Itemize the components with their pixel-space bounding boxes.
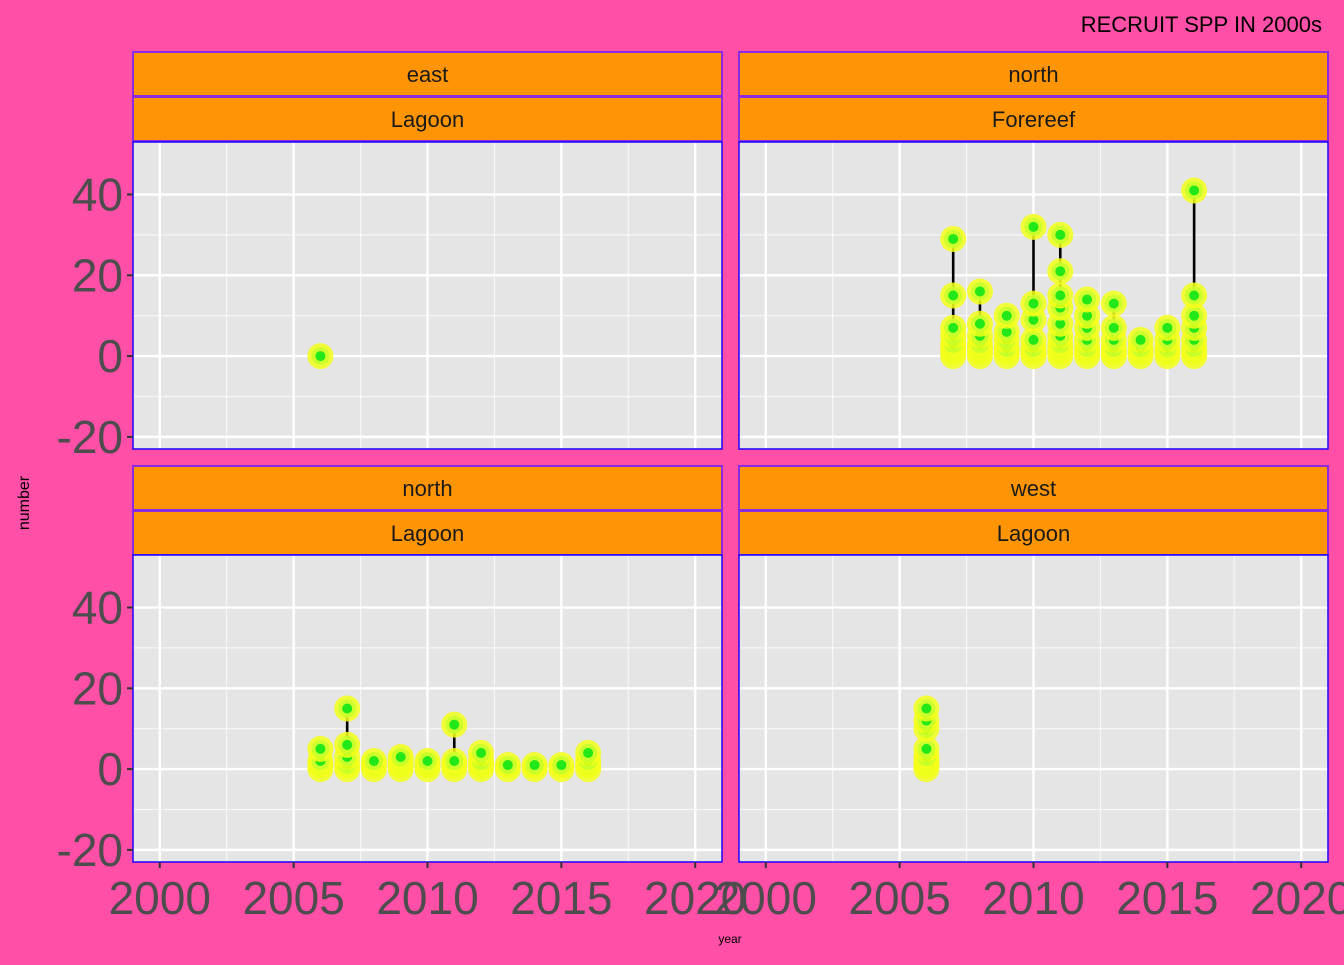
facet-strip-label: Lagoon [997,521,1070,546]
data-point [449,756,460,767]
data-point [315,351,326,362]
facet-panel: west Lagoon 2000 2005 2010 2015 2020 [715,465,1344,924]
y-tick-label: -20 [57,411,123,463]
panels-layer: east Lagoon -20 0 20 40 north Forereef north Lago… [57,51,1344,924]
data-point [948,322,959,333]
data-point [1108,298,1119,309]
facet-panel: east Lagoon -20 0 20 40 [57,51,723,463]
data-point [502,760,513,771]
y-tick-label: 0 [97,330,123,382]
data-point [921,703,932,714]
y-tick-label: 20 [72,249,123,301]
data-point [1189,290,1200,301]
x-tick-label: 2020 [644,872,746,924]
x-tick-label: 2020 [1250,872,1344,924]
data-point [1189,185,1200,196]
data-point [1108,322,1119,333]
facet-strip [738,51,1329,97]
data-point [1055,318,1066,329]
facet-strip [738,96,1329,142]
y-tick-label: -20 [57,824,123,876]
facet-strip-label: north [1008,62,1058,87]
data-point [1162,322,1173,333]
facet-strip [738,510,1329,556]
facet-strip-label: Forereef [992,107,1076,132]
data-point [342,739,353,750]
data-point [529,760,540,771]
facet-strip [132,510,723,556]
data-point [395,751,406,762]
x-tick-label: 2005 [848,872,950,924]
data-point [1082,294,1093,305]
y-axis-title: number [16,475,33,530]
chart-title: RECRUIT SPP IN 2000s [1081,12,1322,37]
y-tick-label: 40 [72,582,123,634]
data-point [422,756,433,767]
x-tick-label: 2010 [376,872,478,924]
data-point [315,743,326,754]
data-point [974,318,985,329]
data-point [921,743,932,754]
panel-border [738,141,1329,450]
x-tick-label: 2005 [242,872,344,924]
data-point [1001,310,1012,321]
x-tick-label: 2010 [982,872,1084,924]
facet-strip-label: north [402,476,452,501]
data-point [583,747,594,758]
x-axis-title: year [718,932,741,946]
facet-strip [132,51,723,97]
data-point [1135,334,1146,345]
x-tick-label: 2015 [1116,872,1218,924]
facet-strip-label: east [407,62,449,87]
x-tick-label: 2000 [715,872,817,924]
data-point [1028,334,1039,345]
panel-border [132,141,723,450]
data-point [948,290,959,301]
data-point [1028,298,1039,309]
x-tick-label: 2015 [510,872,612,924]
data-point [342,703,353,714]
data-point [1055,266,1066,277]
data-point [476,747,487,758]
data-point [1028,221,1039,232]
data-point [1055,290,1066,301]
facet-strip-label: west [1010,476,1056,501]
data-point [974,286,985,297]
data-point [948,233,959,244]
facet-panel: north Forereef [738,51,1329,450]
y-tick-label: 0 [97,743,123,795]
facet-strip [132,96,723,142]
data-point [1189,310,1200,321]
data-point [1055,229,1066,240]
data-point [449,719,460,730]
x-tick-label: 2000 [109,872,211,924]
facet-strip-label: Lagoon [391,521,464,546]
y-tick-label: 20 [72,662,123,714]
y-tick-label: 40 [72,169,123,221]
data-point [1082,310,1093,321]
data-point [1028,314,1039,325]
facet-strip-label: Lagoon [391,107,464,132]
data-point [556,760,567,771]
facet-panel: north Lagoon -20 0 20 40 2000 2005 2010 2015 2020 [57,465,746,924]
data-point [1001,326,1012,337]
data-point [368,756,379,767]
